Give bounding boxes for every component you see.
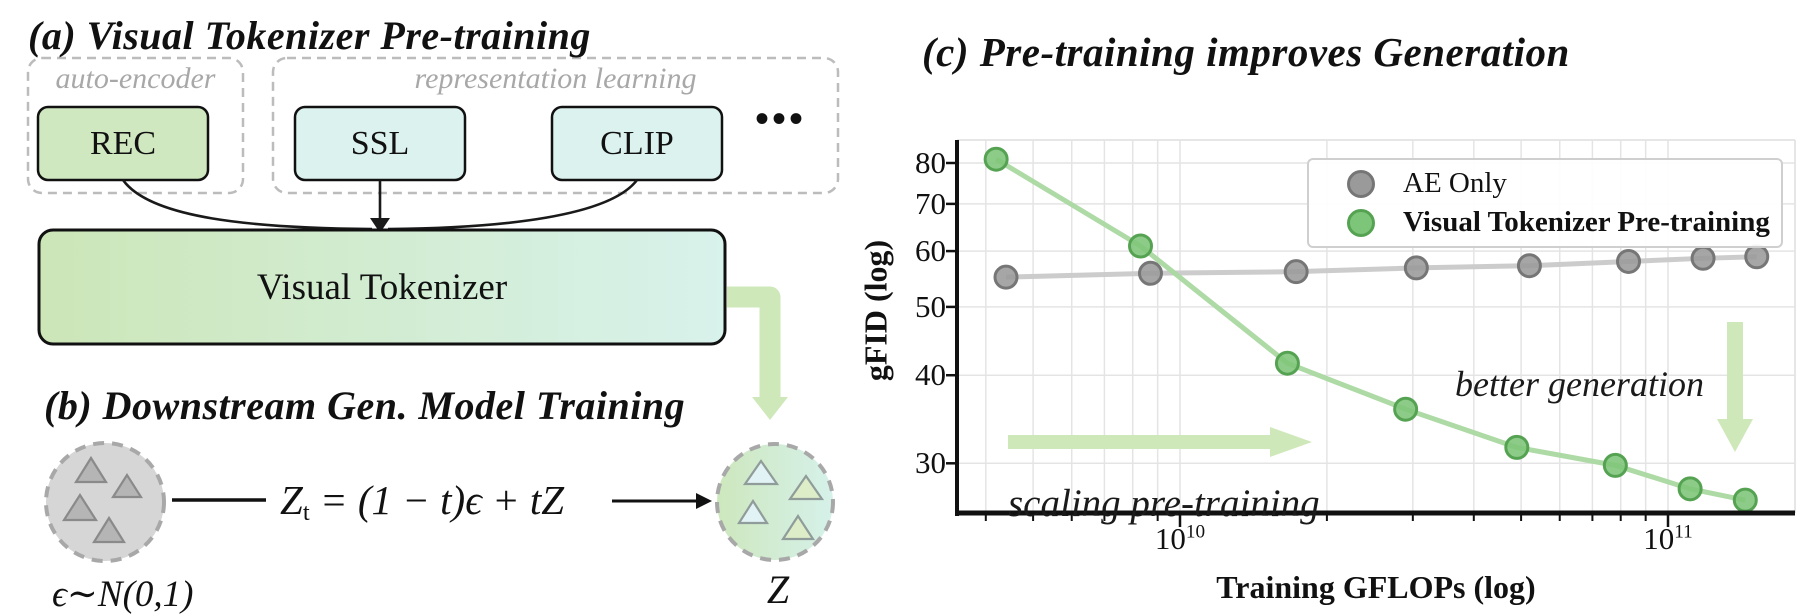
x-axis-label: Training GFLOPs (log): [1216, 569, 1536, 605]
data-point-marker: [983, 146, 1009, 172]
data-point-marker: [1274, 350, 1300, 376]
y-tick-label: 80: [915, 145, 946, 180]
noise-circle: [44, 441, 166, 563]
data-point-marker: [1690, 245, 1716, 271]
chart-graphics: [946, 139, 1796, 527]
noise-triangle-icon: [74, 455, 108, 484]
axis-ticks: [946, 161, 1670, 527]
data-point-marker: [1744, 244, 1770, 270]
y-tick-label: 30: [915, 445, 946, 481]
visual-tokenizer-label: Visual Tokenizer: [256, 266, 508, 308]
scaling-arrow-icon: [1008, 427, 1312, 457]
latent-triangle-icon: [736, 498, 770, 525]
legend-marker-icon: [1347, 208, 1375, 237]
latent-circle: [715, 442, 835, 562]
flow-equation: Zt = (1 − t)ϵ + tZ: [280, 476, 564, 527]
noise-triangle-icon: [110, 472, 144, 499]
merge-arrowhead-icon: [370, 218, 390, 233]
series-visual-tokenizer-pre-training: [983, 146, 1758, 513]
data-point-marker: [1393, 396, 1419, 422]
data-point-marker: [993, 264, 1019, 290]
equation-base: Z: [280, 477, 303, 523]
data-point-marker: [1403, 255, 1429, 281]
visual-tokenizer-box: [37, 228, 727, 346]
y-axis-label: gFID (log): [857, 239, 894, 382]
scaling-pretraining-annotation: scaling pre-training: [1008, 482, 1320, 525]
legend-item: AE Only: [1309, 167, 1781, 200]
autoencoder-group-box: [26, 56, 245, 195]
better-generation-annotation: better generation: [1455, 364, 1704, 404]
equation-subscript: t: [302, 499, 310, 527]
latent-triangle-icon: [742, 459, 780, 486]
ellipsis-icon: •••: [755, 96, 807, 141]
chart-legend: AE Only Visual Tokenizer Pre-training: [1307, 158, 1783, 248]
data-point-marker: [1516, 253, 1542, 279]
better-generation-arrow-icon: [1717, 322, 1753, 452]
rec-to-tokenizer-arrow: [121, 179, 373, 231]
latent-triangle-icon: [780, 513, 816, 541]
legend-item: Visual Tokenizer Pre-training: [1309, 206, 1781, 239]
legend-label: Visual Tokenizer Pre-training: [1403, 206, 1770, 238]
data-point-marker: [1616, 248, 1642, 274]
data-point-marker: [1283, 259, 1309, 285]
data-point-marker: [1128, 233, 1154, 259]
legend-label: AE Only: [1403, 167, 1507, 199]
noise-distribution-label: ϵ∼N(0,1): [52, 574, 194, 615]
latent-label: Z: [766, 567, 790, 612]
latent-triangle-icon: [787, 474, 825, 501]
rec-box-label: REC: [89, 124, 157, 162]
y-tick-label: 70: [915, 185, 946, 221]
tokenizer-output-arrow: [727, 286, 781, 398]
autoencoder-group-label: auto-encoder: [55, 62, 216, 95]
y-tick-label: 50: [915, 288, 946, 324]
noise-triangle-icon: [92, 515, 126, 544]
legend-marker-icon: [1347, 169, 1375, 198]
panel-c-title: (c) Pre-training improves Generation: [922, 29, 1570, 75]
clip-to-tokenizer-arrow: [387, 179, 639, 231]
panel-a-title: (a) Visual Tokenizer Pre-training: [28, 13, 591, 58]
panel-b-title: (b) Downstream Gen. Model Training: [44, 383, 686, 428]
tokenizer-output-arrowhead-icon: [752, 397, 788, 420]
series-line: [1005, 254, 1757, 280]
data-point-marker: [1137, 260, 1163, 286]
data-point-marker: [1732, 487, 1758, 513]
data-point-marker: [1677, 476, 1703, 502]
series-ae-only: [993, 244, 1770, 290]
noise-triangle-icon: [61, 492, 99, 522]
y-tick-label: 40: [915, 357, 946, 393]
clip-box-label: CLIP: [600, 124, 674, 162]
equation-arrowhead-icon: [696, 493, 712, 509]
panel-b-graphics: [44, 441, 835, 563]
equation-rest: = (1 − t)ϵ + tZ: [309, 477, 565, 523]
data-point-marker: [1504, 434, 1530, 460]
ssl-box-label: SSL: [350, 124, 410, 162]
series-line: [994, 157, 1746, 503]
data-point-marker: [1602, 452, 1628, 478]
y-tick-label: 60: [915, 233, 946, 269]
panel-a-graphics: [26, 56, 840, 420]
representation-group-label: representation learning: [414, 62, 697, 95]
